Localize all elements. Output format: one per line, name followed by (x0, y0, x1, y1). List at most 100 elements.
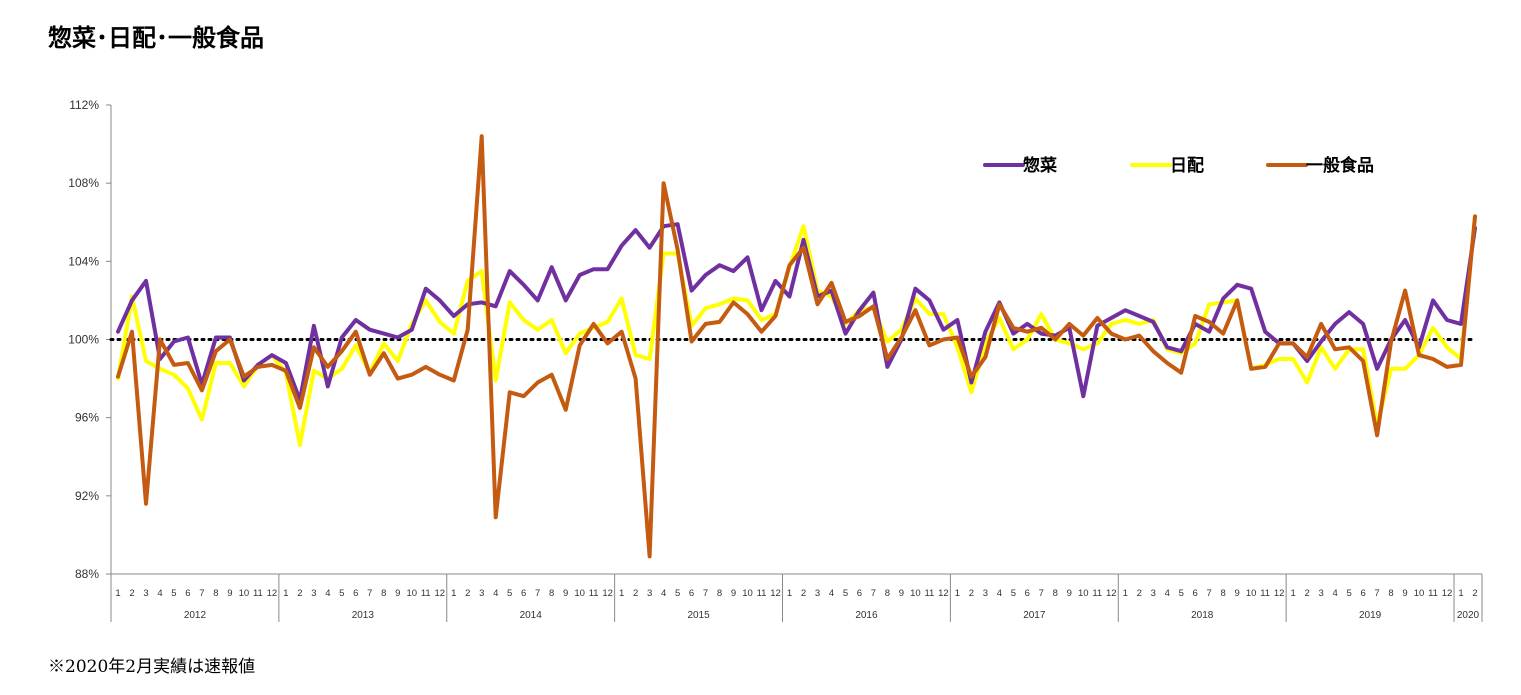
x-tick-label: 7 (1207, 588, 1212, 599)
year-label: 2018 (1191, 610, 1214, 621)
x-tick-label: 1 (787, 588, 792, 599)
legend-label: 一般食品 (1306, 155, 1374, 176)
x-tick-label: 5 (507, 588, 512, 599)
x-tick-label: 9 (563, 588, 568, 599)
x-tick-label: 4 (325, 588, 330, 599)
x-tick-label: 12 (770, 588, 781, 599)
x-tick-label: 4 (1332, 588, 1337, 599)
x-tick-label: 3 (647, 588, 652, 599)
x-tick-label: 8 (213, 588, 218, 599)
x-tick-label: 8 (885, 588, 890, 599)
x-tick-label: 9 (1402, 588, 1407, 599)
x-tick-label: 8 (381, 588, 386, 599)
x-tick-label: 12 (938, 588, 949, 599)
y-tick-label: 100% (68, 333, 99, 347)
x-tick-label: 1 (619, 588, 624, 599)
x-tick-label: 2 (801, 588, 806, 599)
footnote: ※2020年2月実績は速報値 (48, 657, 256, 677)
x-tick-label: 12 (602, 588, 613, 599)
legend-label: 惣菜 (1023, 155, 1058, 176)
series-1-group (116, 222, 1477, 403)
x-tick-label: 7 (703, 588, 708, 599)
x-tick-label: 5 (675, 588, 680, 599)
x-tick-label: 11 (253, 588, 263, 599)
series-2-group (116, 214, 1477, 447)
x-tick-label: 10 (239, 588, 250, 599)
x-tick-label: 5 (1346, 588, 1351, 599)
x-tick-label: 4 (157, 588, 162, 599)
x-tick-label: 1 (955, 588, 960, 599)
x-tick-label: 7 (199, 588, 204, 599)
x-tick-label: 3 (1151, 588, 1156, 599)
x-tick-label: 5 (171, 588, 176, 599)
x-tick-label: 10 (406, 588, 417, 599)
x-tick-label: 5 (843, 588, 848, 599)
x-tick-label: 1 (1123, 588, 1128, 599)
x-tick-label: 4 (1165, 588, 1170, 599)
x-tick-label: 6 (857, 588, 862, 599)
y-tick-label: 104% (68, 254, 99, 268)
x-tick-label: 1 (451, 588, 456, 599)
x-tick-label: 9 (227, 588, 232, 599)
year-label: 2019 (1359, 610, 1382, 621)
x-tick-label: 1 (1458, 588, 1463, 599)
x-tick-label: 12 (267, 588, 278, 599)
series-line (116, 222, 1477, 403)
x-tick-label: 9 (899, 588, 904, 599)
x-tick-label: 11 (924, 588, 934, 599)
x-tick-label: 11 (1260, 588, 1270, 599)
year-label: 2020 (1457, 610, 1480, 621)
x-tick-label: 10 (742, 588, 753, 599)
x-tick-label: 12 (1274, 588, 1285, 599)
x-tick-label: 12 (1442, 588, 1453, 599)
x-tick-label: 3 (1318, 588, 1323, 599)
x-tick-label: 6 (1360, 588, 1365, 599)
x-tick-label: 7 (535, 588, 540, 599)
x-tick-label: 8 (1053, 588, 1058, 599)
y-tick-label: 96% (75, 411, 99, 425)
x-tick-label: 8 (549, 588, 554, 599)
x-tick-label: 2 (633, 588, 638, 599)
x-tick-label: 12 (434, 588, 445, 599)
x-tick-label: 6 (185, 588, 190, 599)
x-tick-label: 2 (465, 588, 470, 599)
x-tick-label: 7 (871, 588, 876, 599)
x-tick-label: 9 (1235, 588, 1240, 599)
x-tick-label: 7 (1039, 588, 1044, 599)
x-tick-label: 5 (339, 588, 344, 599)
x-tick-label: 5 (1179, 588, 1184, 599)
series-line (116, 214, 1477, 447)
y-tick-label: 108% (68, 176, 99, 190)
x-tick-label: 5 (1011, 588, 1016, 599)
y-tick-label: 88% (75, 567, 99, 581)
x-tick-label: 6 (353, 588, 358, 599)
x-tick-label: 2 (1304, 588, 1309, 599)
x-tick-label: 2 (297, 588, 302, 599)
x-tick-label: 4 (997, 588, 1002, 599)
year-label: 2015 (687, 610, 710, 621)
year-label: 2012 (184, 610, 207, 621)
year-label: 2014 (520, 610, 543, 621)
x-tick-label: 11 (1428, 588, 1438, 599)
x-tick-label: 1 (1290, 588, 1295, 599)
x-tick-label: 3 (311, 588, 316, 599)
x-tick-label: 9 (1067, 588, 1072, 599)
x-tick-label: 3 (815, 588, 820, 599)
y-tick-label: 92% (75, 489, 99, 503)
x-tick-label: 12 (1106, 588, 1117, 599)
x-tick-label: 10 (574, 588, 585, 599)
year-label: 2013 (352, 610, 375, 621)
x-tick-label: 2 (129, 588, 134, 599)
x-tick-label: 2 (1472, 588, 1477, 599)
x-tick-label: 7 (367, 588, 372, 599)
x-tick-label: 11 (757, 588, 767, 599)
page-title: 惣菜･日配･一般食品 (48, 23, 264, 52)
x-tick-label: 8 (1388, 588, 1393, 599)
x-tick-label: 7 (1374, 588, 1379, 599)
x-tick-label: 10 (1078, 588, 1089, 599)
x-tick-label: 3 (983, 588, 988, 599)
x-tick-label: 8 (1221, 588, 1226, 599)
x-tick-label: 2 (1137, 588, 1142, 599)
x-tick-label: 3 (143, 588, 148, 599)
